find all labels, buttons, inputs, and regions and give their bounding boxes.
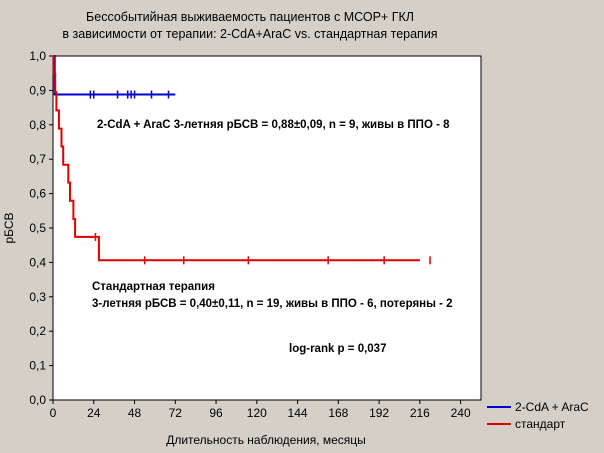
x-tick-label: 216 <box>410 406 430 420</box>
annotation-standard-stats: 3-летняя рБСВ = 0,40±0,11, n = 19, живы … <box>92 298 453 310</box>
y-tick-label: 0,2 <box>29 324 46 338</box>
y-tick-label: 1,0 <box>29 49 46 63</box>
x-tick-label: 48 <box>128 406 142 420</box>
x-axis-label: Длительность наблюдения, месяцы <box>166 433 366 447</box>
x-tick-label: 192 <box>369 406 389 420</box>
annotation-logrank: log-rank p = 0,037 <box>289 343 386 355</box>
y-tick-label: 0,4 <box>29 255 46 269</box>
y-tick-label: 0,1 <box>29 359 46 373</box>
series-layer <box>52 55 431 265</box>
x-axis: 0 24 48 72 96 120 144 168 192 216 240 <box>50 400 471 420</box>
plot-area <box>52 55 482 401</box>
x-tick-label: 144 <box>288 406 308 420</box>
x-tick-label: 120 <box>247 406 267 420</box>
x-tick-label: 96 <box>209 406 223 420</box>
y-tick-label: 0,9 <box>29 83 46 97</box>
annotation-cda: 2-CdA + AraC 3-летняя рБСВ = 0,88±0,09, … <box>97 119 450 131</box>
legend-label-standard: стандарт <box>515 417 566 431</box>
y-tick-label: 0,7 <box>29 152 46 166</box>
x-tick-label: 240 <box>451 406 471 420</box>
series-line-standard <box>52 55 420 262</box>
y-tick-label: 0,3 <box>29 290 46 304</box>
x-tick-label: 0 <box>50 406 57 420</box>
chart-title-line-1: Бессобытийная выживаемость пациентов с М… <box>86 10 414 24</box>
chart-title-line-2: в зависимости от терапии: 2-CdA+AraC vs.… <box>62 27 437 41</box>
legend-label-cda: 2-CdA + AraC <box>515 400 589 414</box>
y-axis-label: рБСВ <box>2 212 16 243</box>
x-tick-label: 168 <box>328 406 348 420</box>
y-tick-label: 0,0 <box>29 393 46 407</box>
y-axis: 0,0 0,1 0,2 0,3 0,4 0,5 0,6 0,7 0,8 0,9 1,0 <box>29 49 53 407</box>
x-tick-label: 72 <box>169 406 183 420</box>
x-tick-label: 24 <box>87 406 101 420</box>
legend: 2-CdA + AraC стандарт <box>487 400 589 431</box>
y-tick-label: 0,8 <box>29 118 46 132</box>
y-tick-label: 0,5 <box>29 221 46 235</box>
y-tick-label: 0,6 <box>29 187 46 201</box>
annotation-standard-title: Стандартная терапия <box>92 281 215 293</box>
